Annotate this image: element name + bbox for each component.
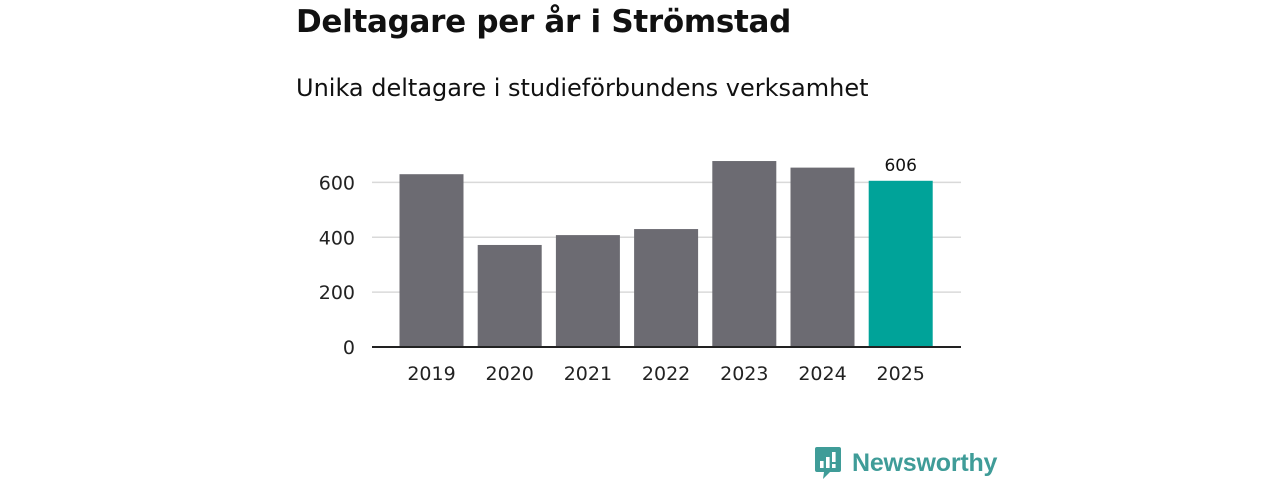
bar xyxy=(477,244,542,347)
bar xyxy=(790,167,855,347)
brand-name: Newsworthy xyxy=(852,448,998,477)
chart-title: Deltagare per år i Strömstad xyxy=(296,4,792,40)
bar xyxy=(712,161,777,347)
y-tick-label: 200 xyxy=(319,282,355,304)
y-tick-label: 600 xyxy=(319,172,355,194)
x-tick-label: 2020 xyxy=(486,363,534,385)
bar xyxy=(399,174,464,347)
x-tick-label: 2021 xyxy=(564,363,612,385)
bar xyxy=(555,235,620,347)
bar xyxy=(868,180,933,347)
x-tick-label: 2024 xyxy=(798,363,846,385)
brand-footer: Newsworthy xyxy=(814,446,997,480)
y-tick-label: 0 xyxy=(343,337,355,359)
bar xyxy=(634,229,699,347)
x-tick-label: 2019 xyxy=(407,363,455,385)
x-tick-label: 2025 xyxy=(877,363,925,385)
data-label: 606 xyxy=(884,156,916,176)
newsworthy-logo-icon xyxy=(815,447,841,479)
x-tick-label: 2022 xyxy=(642,363,690,385)
x-tick-label: 2023 xyxy=(720,363,768,385)
chart-subtitle: Unika deltagare i studieförbundens verks… xyxy=(296,74,869,102)
y-tick-label: 400 xyxy=(319,227,355,249)
